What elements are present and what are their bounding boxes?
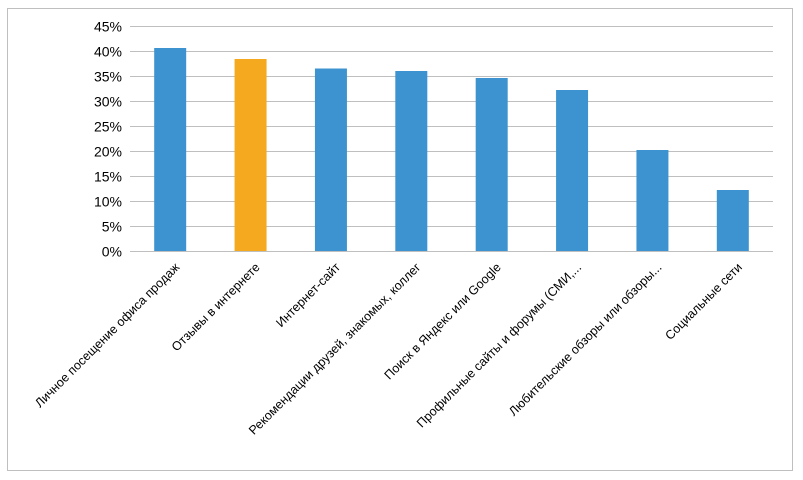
bar (636, 150, 669, 251)
bars (154, 48, 749, 251)
bar (475, 78, 508, 251)
bar (716, 190, 749, 251)
bar (234, 59, 267, 251)
bar (314, 68, 347, 251)
x-tick-label: Рекомендации друзей, знакомых, коллег (246, 260, 424, 438)
y-tick-label: 35% (94, 69, 122, 85)
y-tick-label: 20% (94, 144, 122, 160)
x-tick-label: Отзывы в интернете (169, 260, 263, 354)
y-tick-label: 40% (94, 44, 122, 60)
x-tick-label: Любительские обзоры или обзоры... (506, 260, 664, 418)
y-tick-label: 25% (94, 119, 122, 135)
y-tick-label: 0% (102, 244, 122, 260)
x-tick-label: Личное посещение офиса продаж (32, 260, 183, 411)
gridlines (130, 26, 773, 252)
y-tick-label: 15% (94, 169, 122, 185)
x-tick-label: Интернет-сайт (273, 260, 343, 330)
y-tick-label: 10% (94, 194, 122, 210)
bar (556, 90, 589, 251)
y-tick-label: 45% (94, 19, 122, 35)
bar (395, 71, 428, 251)
y-tick-label: 5% (102, 219, 122, 235)
x-tick-label: Социальные сети (662, 260, 745, 343)
bar (154, 48, 187, 251)
x-tick-label: Профильные сайты и форумы (СМИ,... (414, 260, 584, 430)
y-axis-ticks: 0% 5% 10% 15% 20% 25% 30% 35% 40% 45% (94, 19, 122, 260)
y-tick-label: 30% (94, 94, 122, 110)
